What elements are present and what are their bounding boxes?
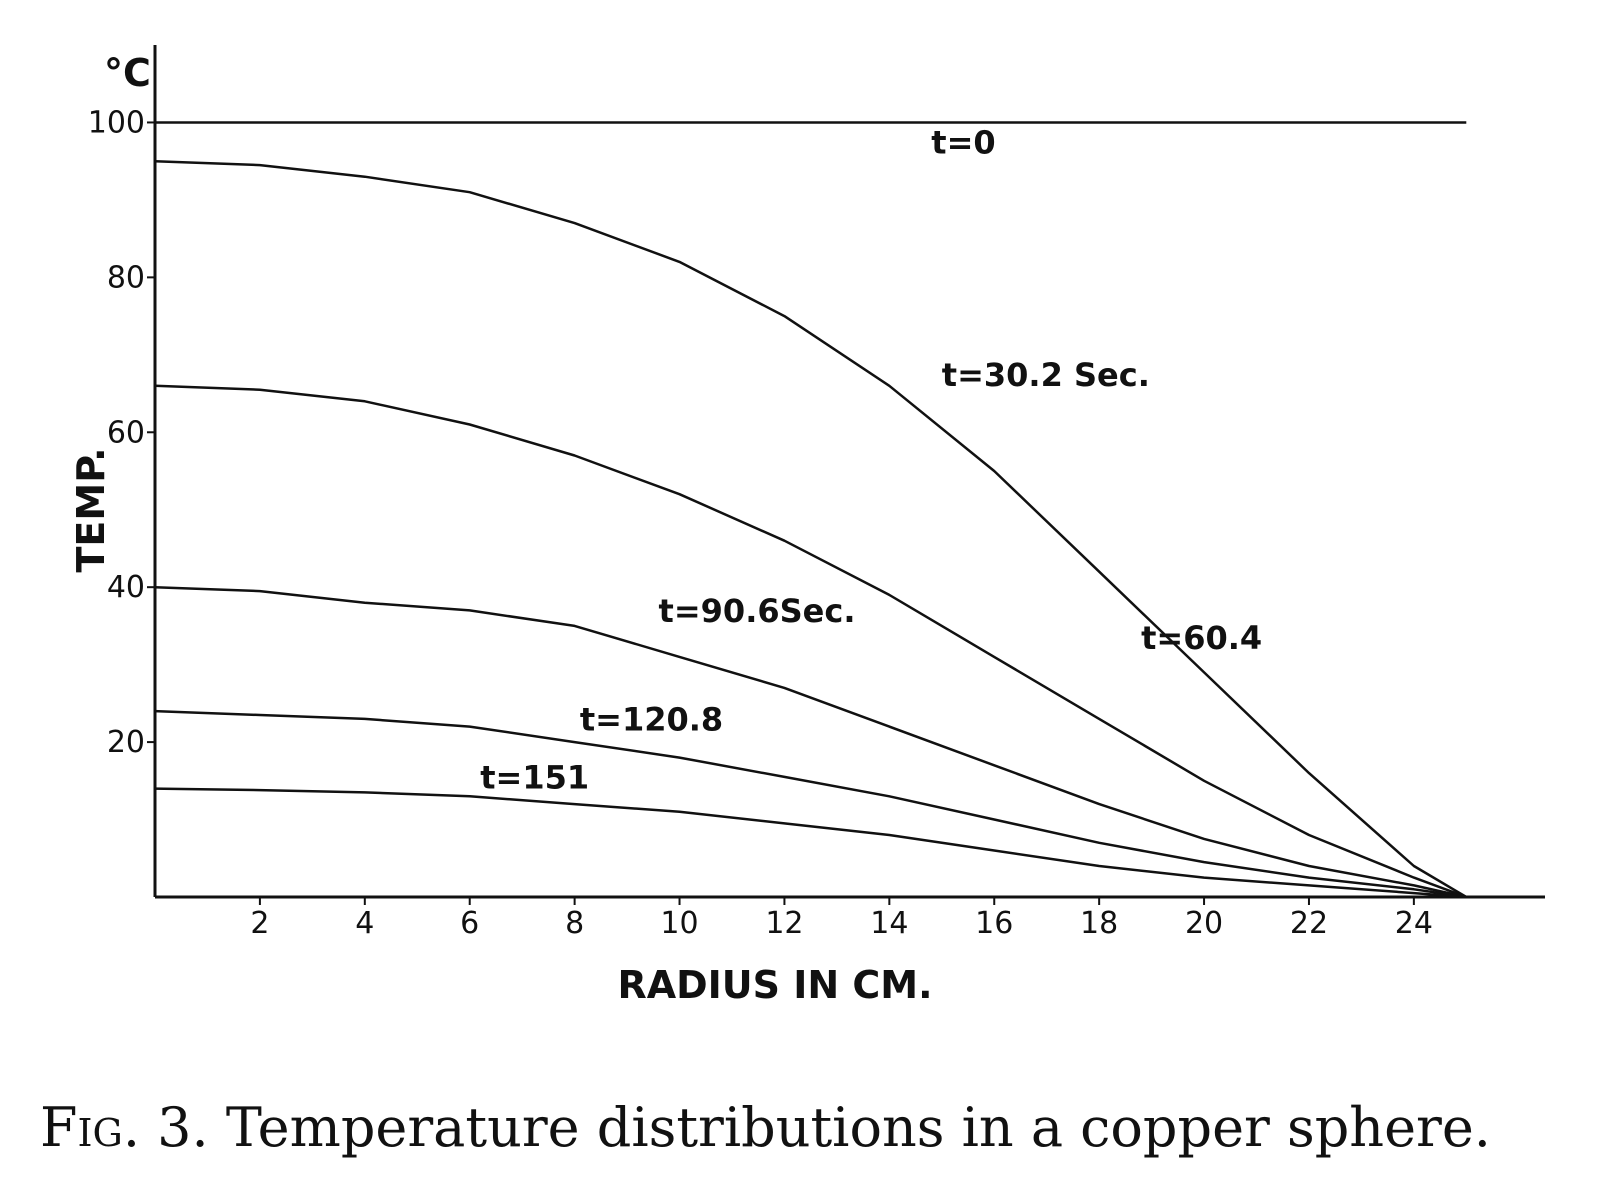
x-tick-label: 16 <box>975 906 1013 941</box>
series-line-4 <box>154 709 1467 899</box>
caption-prefix: Fig. 3. <box>40 1096 209 1159</box>
series-label-0: t=0 <box>931 123 995 161</box>
x-tick-label: 20 <box>1185 906 1223 941</box>
x-axis-label: RADIUS IN CM. <box>617 963 932 1007</box>
y-axis-unit: °C <box>104 51 151 95</box>
x-tick-label: 2 <box>250 906 269 941</box>
y-axis-label: TEMP. <box>69 447 113 572</box>
series-label-3: t=90.6Sec. <box>659 592 856 630</box>
x-tick-label: 8 <box>565 906 584 941</box>
figure-caption: Fig. 3. Temperature distributions in a c… <box>40 1096 1580 1159</box>
x-tick-label: 14 <box>870 906 908 941</box>
x-tick-label: 12 <box>765 906 803 941</box>
series-label-5: t=151 <box>480 759 589 797</box>
series-line-2 <box>154 384 1467 899</box>
series-line-5 <box>154 787 1467 899</box>
x-tick-label: 10 <box>660 906 698 941</box>
y-tick-label: 100 <box>88 105 145 140</box>
y-tick-label: 40 <box>107 570 145 605</box>
y-tick-label: 60 <box>107 415 145 450</box>
series-line-1 <box>154 159 1467 899</box>
x-tick-label: 6 <box>460 906 479 941</box>
curves <box>154 121 1467 899</box>
curve-labels: t=0 t=30.2 Sec. t=60.4 t=90.6Sec. t=120.8 t=1… <box>480 123 1262 796</box>
x-tick-label: 4 <box>355 906 374 941</box>
series-line-3 <box>154 585 1467 899</box>
series-label-1: t=30.2 Sec. <box>942 356 1150 394</box>
y-tick-label: 80 <box>107 260 145 295</box>
series-label-2: t=60.4 <box>1141 619 1262 657</box>
x-tick-label: 18 <box>1080 906 1118 941</box>
series-label-4: t=120.8 <box>580 700 723 738</box>
y-tick-label: 20 <box>107 725 145 760</box>
x-tick-label: 24 <box>1395 906 1433 941</box>
caption-text: Temperature distributions in a copper sp… <box>225 1096 1491 1159</box>
x-tick-label: 22 <box>1290 906 1328 941</box>
